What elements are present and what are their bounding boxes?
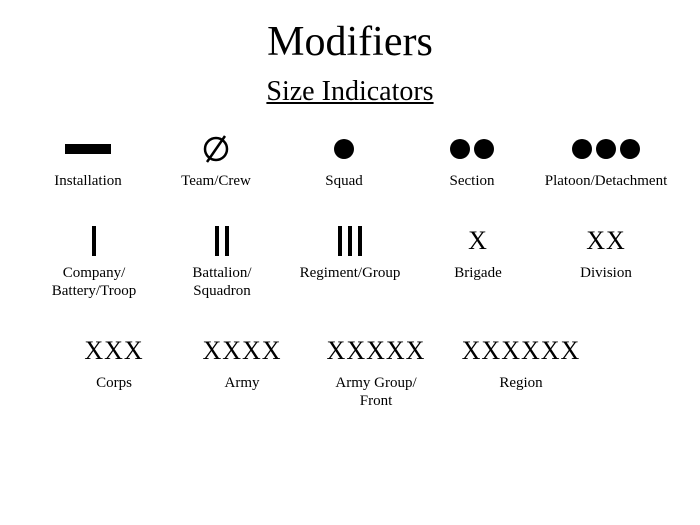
row-1: Installation Team/Crew Squad Section: [0, 132, 700, 190]
one-dot-icon: [332, 132, 356, 166]
label-corps: Corps: [96, 374, 132, 392]
cell-regiment: Regiment/Group: [286, 224, 414, 300]
label-section: Section: [450, 172, 495, 190]
cell-army: XXXX Army: [178, 334, 306, 410]
cell-platoon: Platoon/Detachment: [536, 132, 676, 190]
three-dots-icon: [570, 132, 642, 166]
cell-battalion: Battalion/ Squadron: [158, 224, 286, 300]
page-title: Modifiers: [0, 18, 700, 66]
row-3: XXX Corps XXXX Army XXXXX Army Group/ Fr…: [0, 334, 700, 410]
two-dots-icon: [448, 132, 496, 166]
two-bars-icon: [212, 224, 232, 258]
xxxxx-icon: XXXXX: [327, 334, 426, 368]
cell-team-crew: Team/Crew: [152, 132, 280, 190]
cell-brigade: X Brigade: [414, 224, 542, 300]
cell-company: Company/ Battery/Troop: [30, 224, 158, 300]
empty-set-icon: [201, 132, 231, 166]
xxx-text: XXX: [84, 336, 143, 366]
label-squad: Squad: [325, 172, 363, 190]
xxxxx-text: XXXXX: [327, 336, 426, 366]
cell-division: XX Division: [542, 224, 670, 300]
label-region: Region: [499, 374, 542, 392]
label-company: Company/ Battery/Troop: [52, 264, 136, 300]
cell-army-group: XXXXX Army Group/ Front: [306, 334, 446, 410]
x-icon: X: [468, 224, 488, 258]
bar-icon: [65, 132, 111, 166]
label-team-crew: Team/Crew: [181, 172, 251, 190]
xxxx-text: XXXX: [202, 336, 281, 366]
xxxxxx-text: XXXXXX: [462, 336, 581, 366]
cell-corps: XXX Corps: [50, 334, 178, 410]
xxxx-icon: XXXX: [202, 334, 281, 368]
label-army: Army: [225, 374, 260, 392]
three-bars-icon: [335, 224, 365, 258]
one-bar-icon: [89, 224, 99, 258]
page: Modifiers Size Indicators Installation T…: [0, 0, 700, 525]
cell-squad: Squad: [280, 132, 408, 190]
cell-section: Section: [408, 132, 536, 190]
row-2: Company/ Battery/Troop Battalion/ Squadr…: [0, 224, 700, 300]
xxxxxx-icon: XXXXXX: [462, 334, 581, 368]
label-battalion: Battalion/ Squadron: [192, 264, 251, 300]
xx-icon: XX: [586, 224, 626, 258]
cell-region: XXXXXX Region: [446, 334, 596, 410]
x-text: X: [468, 226, 488, 256]
xxx-icon: XXX: [84, 334, 143, 368]
label-army-group: Army Group/ Front: [335, 374, 416, 410]
cell-installation: Installation: [24, 132, 152, 190]
xx-text: XX: [586, 226, 626, 256]
label-regiment: Regiment/Group: [300, 264, 401, 282]
label-installation: Installation: [54, 172, 122, 190]
label-platoon: Platoon/Detachment: [545, 172, 667, 190]
label-brigade: Brigade: [454, 264, 501, 282]
page-subtitle: Size Indicators: [0, 76, 700, 108]
label-division: Division: [580, 264, 632, 282]
